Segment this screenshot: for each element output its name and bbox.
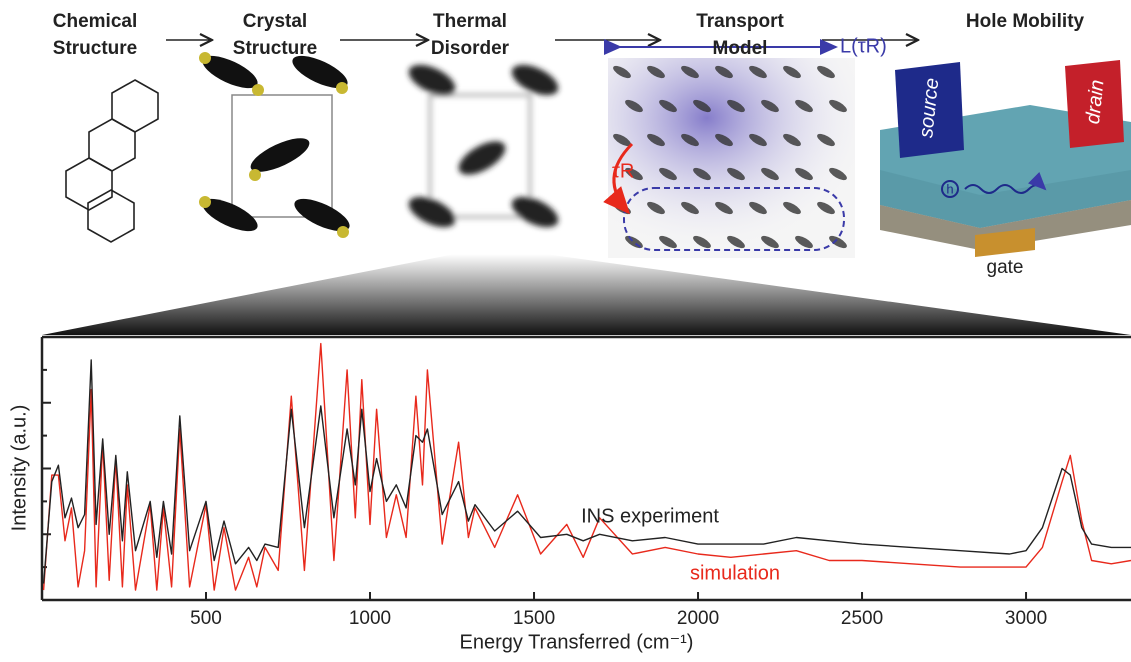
time-label: τR bbox=[612, 160, 634, 182]
transport-model bbox=[608, 47, 855, 258]
molecule bbox=[66, 80, 158, 242]
step-title: Crystal bbox=[243, 11, 307, 32]
series-line bbox=[44, 360, 1131, 584]
x-tick-label: 1500 bbox=[513, 608, 555, 629]
step-title: Structure bbox=[233, 38, 317, 59]
step-title: Model bbox=[713, 38, 768, 59]
x-tick-label: 2500 bbox=[841, 608, 883, 629]
step-title: Chemical bbox=[53, 11, 137, 32]
x-tick-label: 1000 bbox=[349, 608, 391, 629]
step-title: Disorder bbox=[431, 38, 510, 59]
gate-label: gate bbox=[987, 257, 1024, 278]
x-tick-label: 3000 bbox=[1005, 608, 1047, 629]
plot-frame bbox=[42, 337, 1131, 600]
step-title: Thermal bbox=[433, 11, 507, 32]
step-title: Transport bbox=[696, 11, 784, 32]
hole-label: h bbox=[946, 181, 953, 196]
crystal bbox=[198, 49, 354, 238]
series-line bbox=[44, 344, 1131, 590]
step-title: Structure bbox=[53, 38, 137, 59]
y-axis-label: Intensity (a.u.) bbox=[8, 405, 30, 532]
plot: 500 1000 1500 2000 2500 3000 Energy Transferre… bbox=[8, 337, 1131, 653]
series-label: simulation bbox=[690, 562, 780, 584]
drain-label: drain bbox=[1082, 79, 1109, 126]
series-label: INS experiment bbox=[581, 505, 719, 527]
thermal-disorder bbox=[404, 59, 562, 234]
x-axis-label: Energy Transferred (cm⁻¹) bbox=[460, 631, 694, 653]
x-tick-label: 500 bbox=[190, 608, 222, 629]
length-label: L(τR) bbox=[840, 35, 887, 57]
figure: 500 1000 1500 2000 2500 3000 Energy Transferre… bbox=[0, 0, 1131, 657]
x-tick-label: 2000 bbox=[677, 608, 719, 629]
zoom-fan bbox=[42, 254, 1131, 335]
step-title: Hole Mobility bbox=[966, 11, 1085, 32]
